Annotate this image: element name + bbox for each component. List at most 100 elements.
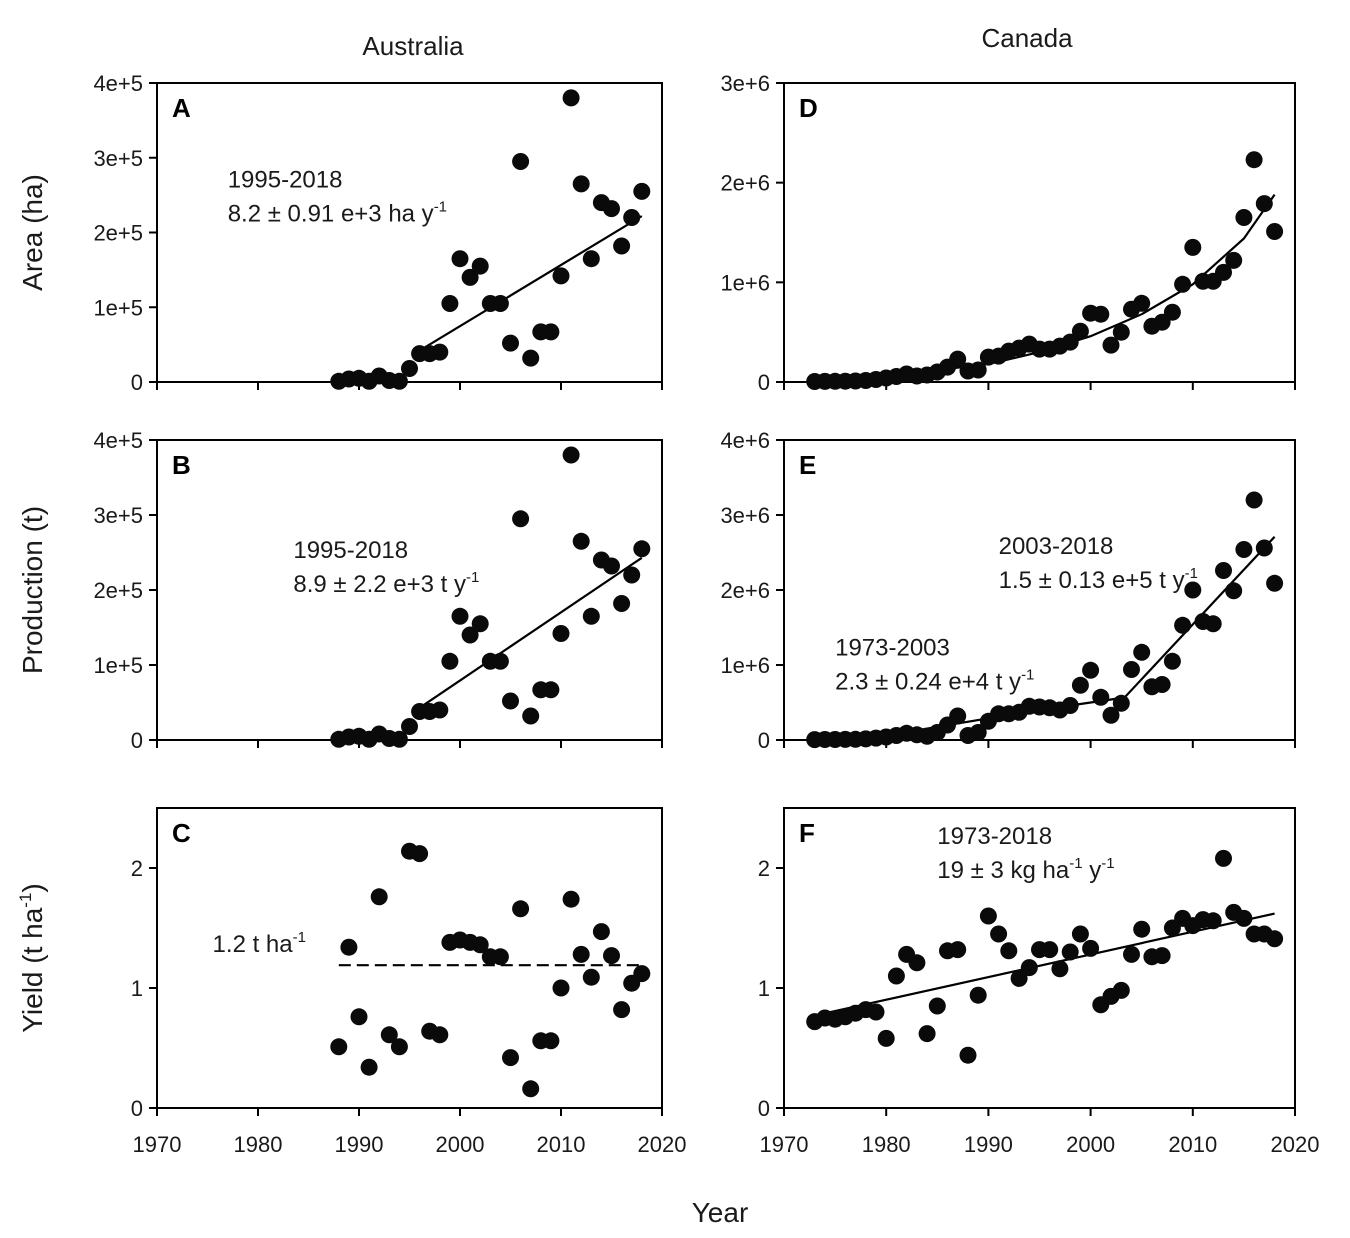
- data-point: [1082, 661, 1100, 679]
- data-point: [390, 1038, 408, 1056]
- data-point: [1041, 941, 1059, 959]
- data-point: [471, 936, 489, 954]
- annotation-text: 1973-2018: [937, 823, 1052, 850]
- data-point: [461, 268, 479, 286]
- data-point: [380, 1026, 398, 1044]
- data-point: [1184, 581, 1202, 599]
- data-point: [552, 979, 570, 997]
- y-axis-label: Yield (t ha-1): [16, 883, 48, 1032]
- data-point: [1020, 959, 1038, 977]
- annotation-text: 8.2 ± 0.91 e+3 ha y-1: [228, 199, 447, 228]
- x-tick-label: 1970: [133, 1132, 182, 1157]
- data-point: [340, 938, 358, 956]
- data-point: [592, 923, 610, 941]
- data-point: [1071, 676, 1089, 694]
- annotation-text: 1973-2003: [835, 634, 950, 661]
- data-point: [572, 175, 590, 193]
- data-point: [350, 1008, 368, 1026]
- data-point: [603, 947, 620, 965]
- data-point: [928, 997, 946, 1015]
- data-point: [949, 350, 967, 368]
- data-point: [1255, 195, 1273, 213]
- panel-f: F 0 1 2 1970 1980 1990 2000 2010 2020 1973-2018 19 …: [758, 807, 1320, 1157]
- data-point: [1174, 616, 1192, 634]
- x-tick-label: 2020: [1271, 1132, 1320, 1157]
- column-title-canada: Canada: [981, 23, 1073, 53]
- annotation-text: 1995-2018: [293, 537, 408, 564]
- data-point: [1123, 661, 1140, 678]
- data-point: [491, 948, 509, 966]
- data-point: [1092, 305, 1110, 323]
- y-tick-label: 0: [758, 1096, 770, 1121]
- x-tick-label: 1980: [862, 1132, 911, 1157]
- y-tick-label: 0: [758, 728, 770, 753]
- data-point: [969, 986, 987, 1004]
- data-point: [623, 566, 641, 584]
- y-tick-label: 1: [131, 976, 143, 1001]
- trend-line: [418, 556, 643, 709]
- data-point: [562, 890, 580, 908]
- data-point: [572, 945, 590, 963]
- data-point: [633, 182, 651, 200]
- data-point: [471, 615, 489, 633]
- y-tick-label: 1: [758, 976, 770, 1001]
- data-point: [1153, 947, 1171, 965]
- data-point: [1112, 323, 1130, 341]
- data-point: [390, 730, 408, 748]
- data-point: [572, 532, 590, 550]
- x-tick-label: 2010: [537, 1132, 586, 1157]
- column-titles: Australia Canada: [362, 23, 1073, 61]
- data-point: [1061, 697, 1079, 714]
- data-point: [1235, 909, 1253, 927]
- panel-letter: A: [172, 93, 191, 123]
- data-point: [542, 323, 560, 341]
- data-point: [1082, 939, 1100, 957]
- plot-frame: [156, 82, 663, 383]
- data-point: [1163, 303, 1181, 321]
- data-point: [431, 1026, 449, 1044]
- panel-letter: E: [799, 450, 816, 480]
- panel-d: D 0 1e+6 2e+6 3e+6: [720, 71, 1296, 395]
- data-point: [949, 707, 967, 725]
- data-point: [502, 692, 519, 710]
- y-tick-label: 3e+6: [720, 503, 770, 528]
- data-point: [1266, 574, 1284, 592]
- data-point: [1215, 562, 1232, 579]
- data-point: [949, 941, 967, 959]
- x-tick-label: 1990: [335, 1132, 384, 1157]
- data-point: [491, 652, 509, 670]
- data-point: [1215, 263, 1232, 281]
- annotation-text: 19 ± 3 kg ha-1 y-1: [937, 855, 1114, 884]
- y-tick-label: 2: [131, 856, 143, 881]
- y-tick-label: 0: [131, 1096, 143, 1121]
- data-point: [1225, 251, 1243, 269]
- y-tick-label: 3e+5: [93, 503, 143, 528]
- annotation-text: 1.2 t ha-1: [213, 929, 306, 958]
- x-tick-label: 1970: [760, 1132, 809, 1157]
- data-point: [552, 625, 570, 642]
- data-point: [1061, 333, 1079, 351]
- trend-line: [814, 912, 1275, 1017]
- y-tick-label: 1e+5: [93, 653, 143, 678]
- data-point: [613, 1001, 631, 1019]
- data-point: [1245, 151, 1263, 169]
- column-title-australia: Australia: [362, 31, 464, 61]
- data-point: [471, 257, 489, 275]
- data-point: [562, 89, 580, 107]
- data-point: [360, 1058, 378, 1076]
- data-point: [401, 360, 418, 377]
- y-tick-label: 1e+5: [93, 295, 143, 320]
- y-axis-label: Production (t): [17, 506, 48, 674]
- data-point: [603, 200, 620, 218]
- y-tick-label: 3e+5: [93, 146, 143, 171]
- data-point: [1204, 912, 1222, 930]
- data-point: [1153, 676, 1171, 693]
- data-point: [441, 652, 459, 670]
- data-point: [959, 1046, 977, 1064]
- y-axis-label: Area (ha): [17, 174, 48, 291]
- data-point: [613, 595, 631, 612]
- data-point: [990, 925, 1008, 943]
- data-point: [330, 1038, 348, 1056]
- data-point: [582, 607, 600, 625]
